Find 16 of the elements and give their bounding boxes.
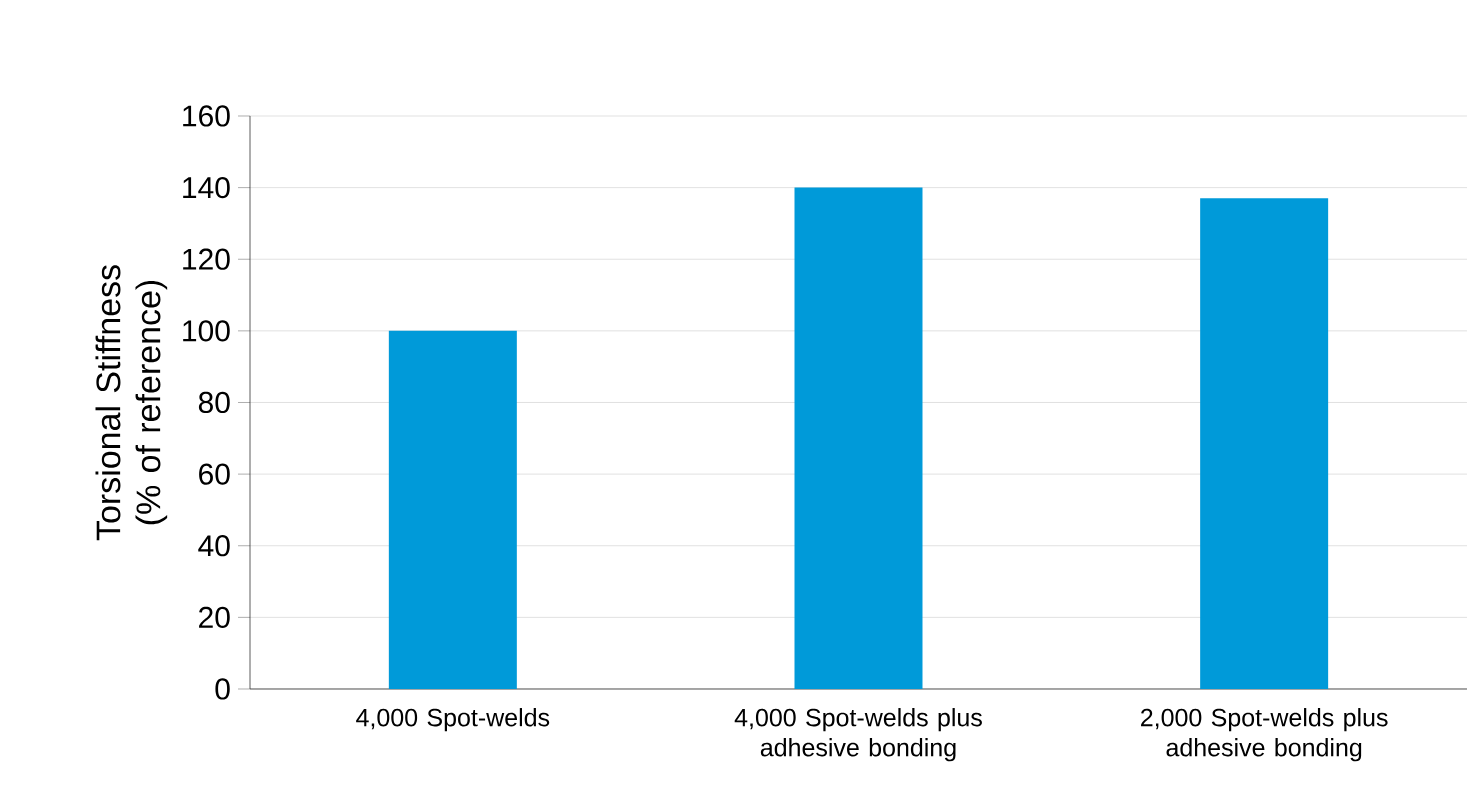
bar (794, 187, 923, 689)
bar (388, 330, 517, 689)
y-tick-label: 20 (199, 606, 230, 628)
y-tick-label: 160 (183, 105, 230, 127)
x-tick-label: 4,000 Spot-welds (356, 708, 550, 732)
y-tick-label: 0 (215, 678, 230, 700)
y-tick-label: 80 (198, 391, 230, 414)
y-tick-label: 40 (198, 535, 230, 557)
y-tick-label: 60 (199, 463, 230, 485)
x-tick-label: 2,000 Spot-welds plus adhesive bonding (1141, 708, 1388, 762)
y-tick-label: 100 (183, 320, 230, 342)
y-tick-label: 120 (183, 248, 230, 270)
y-tick-label: 140 (183, 176, 230, 199)
bar (1200, 198, 1329, 689)
y-axis-title: Torsional Stiffness (% of reference) (95, 265, 168, 541)
x-tick-label: 4,000 Spot-welds plus adhesive bonding (734, 708, 982, 762)
